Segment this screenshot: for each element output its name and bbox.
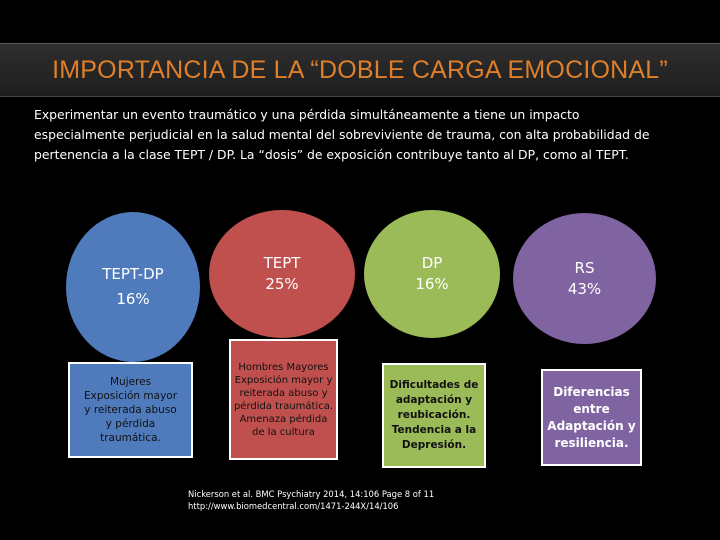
- title-bar: [0, 43, 720, 97]
- description-line: Exposición mayor y: [234, 374, 333, 386]
- description-line: reiterada abuso y: [239, 387, 328, 399]
- description-line: entre: [573, 401, 610, 416]
- intro-paragraph: Experimentar un evento traumático y una …: [34, 105, 694, 165]
- description-line: Depresión.: [401, 439, 467, 451]
- description-line: Adaptación y: [547, 418, 636, 433]
- description-line: pérdida traumática.: [233, 400, 334, 412]
- description-line: Hombres Mayores: [238, 361, 329, 373]
- intro-line: especialmente perjudicial en la salud me…: [34, 127, 650, 142]
- circle-value: 25%: [265, 275, 299, 293]
- circle-rs: RS 43%: [513, 213, 656, 344]
- circle-tept: TEPT 25%: [209, 210, 355, 338]
- description-box-tept-dp: Mujeres Exposición mayor y reiterada abu…: [68, 362, 193, 458]
- circle-label: RS: [574, 258, 595, 277]
- description-line: resiliencia.: [554, 435, 629, 450]
- description-line: Amenaza pérdida: [239, 413, 328, 425]
- circle-label: DP: [421, 254, 443, 272]
- citation-url: http://www.biomedcentral.com/1471-244X/1…: [188, 501, 399, 511]
- citation: Nickerson et al. BMC Psychiatry 2014, 14…: [188, 488, 518, 512]
- description-box-rs: Diferencias entre Adaptación y resilienc…: [541, 369, 642, 466]
- circle-dp: DP 16%: [364, 210, 500, 338]
- description-line: Exposición mayor: [83, 390, 178, 402]
- circle-label: TEPT: [263, 254, 301, 272]
- slide-title: IMPORTANCIA DE LA “DOBLE CARGA EMOCIONAL…: [52, 56, 668, 84]
- description-line: traumática.: [100, 432, 161, 444]
- description-line: y reiterada abuso: [84, 404, 177, 416]
- description-line: adaptación y: [395, 394, 473, 406]
- description-line: y pérdida: [105, 418, 156, 430]
- description-box-tept: Hombres Mayores Exposición mayor y reite…: [229, 339, 338, 460]
- description-line: Tendencia a la: [391, 424, 477, 436]
- intro-line: pertenencia a la clase TEPT / DP. La “do…: [34, 147, 629, 162]
- description-line: Diferencias: [553, 384, 630, 399]
- circle-value: 16%: [116, 290, 150, 308]
- description-line: Mujeres: [109, 376, 152, 388]
- description-line: reubicación.: [397, 409, 471, 421]
- citation-line: Nickerson et al. BMC Psychiatry 2014, 14…: [188, 489, 435, 499]
- description-line: de la cultura: [252, 426, 315, 438]
- circle-value: 16%: [415, 275, 449, 293]
- circle-tept-dp: TEPT-DP 16%: [66, 212, 200, 362]
- description-box-dp: Dificultades de adaptación y reubicación…: [382, 363, 486, 468]
- circle-value: 43%: [567, 279, 602, 298]
- intro-line: Experimentar un evento traumático y una …: [34, 107, 580, 122]
- description-line: Dificultades de: [389, 379, 479, 391]
- circle-label: TEPT-DP: [102, 265, 164, 283]
